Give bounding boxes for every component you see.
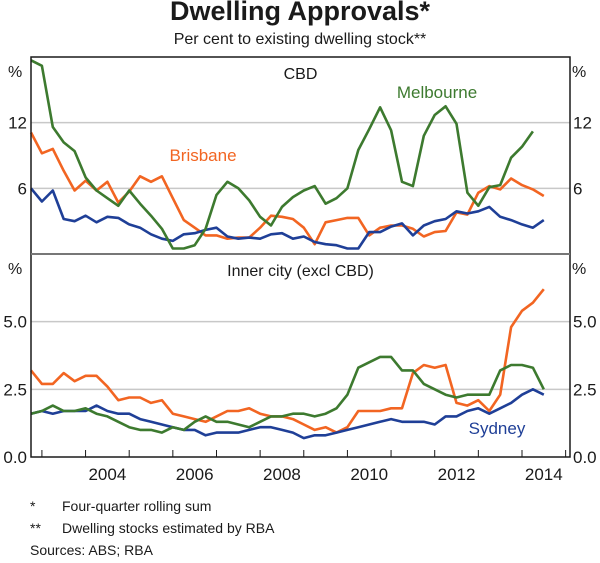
x-tick-label: 2014 <box>525 465 563 484</box>
x-tick-label: 2010 <box>350 465 388 484</box>
footnote-text: Four-quarter rolling sum <box>62 498 212 514</box>
x-tick-label: 2004 <box>88 465 126 484</box>
footnote-1: * Four-quarter rolling sum <box>30 495 274 517</box>
panel-title: Inner city (excl CBD) <box>227 263 374 280</box>
chart-title: Dwelling Approvals* <box>169 0 431 26</box>
panel-title: CBD <box>284 66 318 83</box>
x-tick-label: 2008 <box>263 465 301 484</box>
series-line-sydney <box>30 387 545 440</box>
y-tick-label-right: 2.5 <box>573 380 597 399</box>
series-line-melbourne <box>30 59 534 250</box>
series-line-sydney <box>29 187 545 250</box>
series-label-melbourne: Melbourne <box>397 83 477 102</box>
y-tick-label-right: 0.0 <box>573 448 597 467</box>
footnote-text: Dwelling stocks estimated by RBA <box>62 520 275 536</box>
footnote-mark: * <box>30 498 36 514</box>
y-unit-right: % <box>572 64 586 81</box>
footnotes: * Four-quarter rolling sum ** Dwelling s… <box>30 495 274 561</box>
y-tick-label-left: 0.0 <box>3 448 27 467</box>
y-tick-label-left: 12 <box>8 114 27 133</box>
sources: Sources: ABS; RBA <box>30 542 153 558</box>
y-unit-left: % <box>8 64 22 81</box>
footnote-mark: ** <box>30 520 41 536</box>
x-tick-label: 2012 <box>438 465 476 484</box>
plot-frame <box>30 56 571 458</box>
series-line-brisbane <box>29 288 545 434</box>
y-unit-left: % <box>8 261 22 278</box>
y-tick-label-right: 6 <box>573 179 582 198</box>
series-label-brisbane: Brisbane <box>169 146 236 165</box>
chart-subtitle: Per cent to existing dwelling stock** <box>173 31 427 48</box>
x-tick-label: 2006 <box>176 465 214 484</box>
y-tick-label-left: 6 <box>18 179 27 198</box>
y-unit-right: % <box>572 261 586 278</box>
y-tick-label-right: 5.0 <box>573 313 597 332</box>
series-label-sydney: Sydney <box>469 419 526 438</box>
series-line-melbourne <box>30 355 545 434</box>
y-tick-label-right: 12 <box>573 114 592 133</box>
footnote-2: ** Dwelling stocks estimated by RBA <box>30 517 274 539</box>
y-tick-label-left: 2.5 <box>3 380 27 399</box>
y-tick-label-left: 5.0 <box>3 313 27 332</box>
